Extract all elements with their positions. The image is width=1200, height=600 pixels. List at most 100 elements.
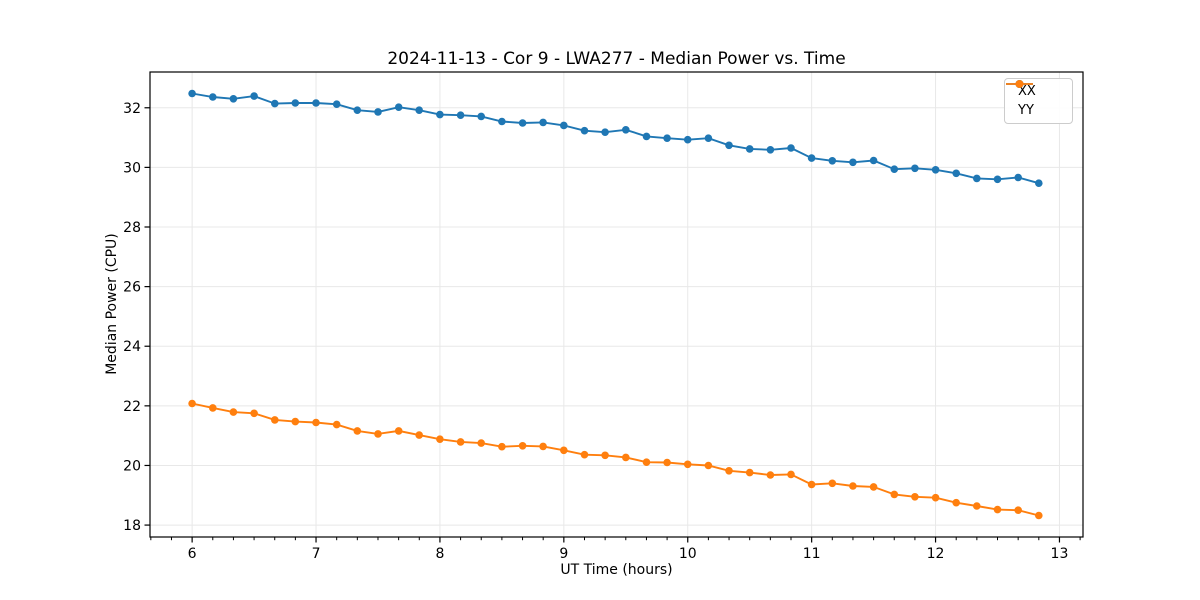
x-tick-label: 6 bbox=[188, 546, 197, 562]
xx-point bbox=[704, 134, 713, 142]
yy-point bbox=[745, 468, 754, 477]
yy-point bbox=[849, 482, 857, 490]
legend-item-yy: YY bbox=[1006, 80, 1065, 119]
xx-point bbox=[498, 117, 506, 126]
yy-point bbox=[787, 470, 795, 479]
yy-point bbox=[415, 431, 424, 439]
yy-point bbox=[766, 471, 775, 479]
x-tick-label: 11 bbox=[803, 546, 821, 562]
xx-point bbox=[683, 135, 692, 144]
yy-point bbox=[394, 427, 403, 435]
xx-point bbox=[353, 106, 362, 114]
yy-point bbox=[456, 438, 465, 446]
yy-point bbox=[807, 480, 816, 489]
yy-point bbox=[436, 435, 444, 444]
y-tick-label: 26 bbox=[123, 280, 141, 296]
xx-point bbox=[931, 166, 940, 174]
xx-point bbox=[436, 110, 444, 119]
legend: XX YY bbox=[1004, 78, 1073, 124]
yy-point bbox=[1014, 506, 1022, 514]
yy-point bbox=[229, 408, 238, 416]
yy-point bbox=[828, 479, 837, 488]
x-axis-label: UT Time (hours) bbox=[560, 562, 673, 578]
xx-point bbox=[622, 126, 630, 134]
yy-point bbox=[374, 430, 382, 438]
yy-point bbox=[663, 458, 671, 467]
x-tick-label: 12 bbox=[927, 546, 945, 562]
yy-point bbox=[890, 490, 899, 499]
yy-point bbox=[993, 505, 1002, 514]
yy-point bbox=[601, 451, 609, 460]
xx-point bbox=[518, 119, 527, 127]
xx-point bbox=[312, 99, 320, 107]
xx-point bbox=[1014, 173, 1022, 182]
xx-point bbox=[973, 174, 981, 183]
yy-point bbox=[332, 420, 341, 429]
y-tick-label: 24 bbox=[123, 339, 141, 355]
xx-point bbox=[745, 145, 754, 153]
yy-point bbox=[952, 498, 960, 507]
xx-point bbox=[1035, 179, 1043, 187]
y-tick-label: 20 bbox=[123, 458, 141, 474]
xx-point bbox=[456, 111, 465, 119]
xx-point bbox=[560, 121, 568, 130]
x-tick-label: 9 bbox=[559, 546, 568, 562]
yy-point bbox=[291, 417, 300, 426]
yy-point bbox=[353, 427, 362, 435]
xx-point bbox=[849, 158, 857, 167]
legend-sample-yy-icon bbox=[1006, 80, 1033, 88]
yy-point bbox=[725, 467, 733, 475]
xx-point bbox=[229, 95, 238, 103]
xx-point bbox=[766, 146, 775, 154]
xx-point bbox=[271, 99, 279, 108]
x-tick-label: 13 bbox=[1051, 546, 1069, 562]
xx-point bbox=[188, 89, 196, 98]
yy-point bbox=[683, 460, 692, 469]
y-tick-label: 30 bbox=[123, 160, 141, 176]
xx-point bbox=[787, 144, 795, 152]
x-tick-label: 8 bbox=[435, 546, 444, 562]
y-tick-label: 32 bbox=[123, 101, 141, 117]
yy-point bbox=[704, 461, 713, 470]
legend-label-yy: YY bbox=[1018, 103, 1034, 118]
yy-point bbox=[622, 453, 630, 462]
xx-point bbox=[209, 93, 217, 101]
xx-point bbox=[394, 103, 403, 111]
xx-point bbox=[663, 134, 671, 142]
xx-point bbox=[828, 157, 837, 165]
yy-point bbox=[477, 439, 486, 447]
xx-point bbox=[642, 132, 651, 141]
xx-point bbox=[374, 108, 382, 116]
chart-title: 2024-11-13 - Cor 9 - LWA277 - Median Pow… bbox=[387, 49, 846, 69]
yy-point bbox=[518, 442, 527, 450]
xx-point bbox=[601, 128, 609, 136]
yy-point bbox=[1035, 511, 1043, 520]
xx-point bbox=[477, 112, 486, 121]
xx-point bbox=[291, 99, 300, 107]
y-tick-label: 28 bbox=[123, 220, 141, 236]
yy-point bbox=[560, 446, 568, 455]
xx-point bbox=[807, 154, 816, 162]
yy-point bbox=[271, 416, 279, 424]
yy-point bbox=[869, 483, 878, 491]
y-axis-label: Median Power (CPU) bbox=[104, 233, 120, 375]
xx-point bbox=[725, 141, 733, 150]
yy-point bbox=[188, 399, 196, 408]
yy-point bbox=[209, 404, 217, 412]
xx-point bbox=[869, 156, 878, 165]
xx-point bbox=[993, 175, 1002, 184]
axes-frame bbox=[149, 71, 1084, 538]
xx-point bbox=[332, 100, 341, 108]
xx-point bbox=[415, 106, 424, 114]
xx-point bbox=[952, 169, 960, 178]
yy-point bbox=[642, 458, 651, 467]
yy-point bbox=[931, 493, 940, 502]
yy-point bbox=[539, 442, 547, 451]
yy-point bbox=[312, 418, 320, 427]
xx-point bbox=[911, 164, 919, 173]
xx-point bbox=[890, 165, 899, 173]
y-tick-label: 22 bbox=[123, 399, 141, 415]
yy-point bbox=[250, 409, 258, 418]
